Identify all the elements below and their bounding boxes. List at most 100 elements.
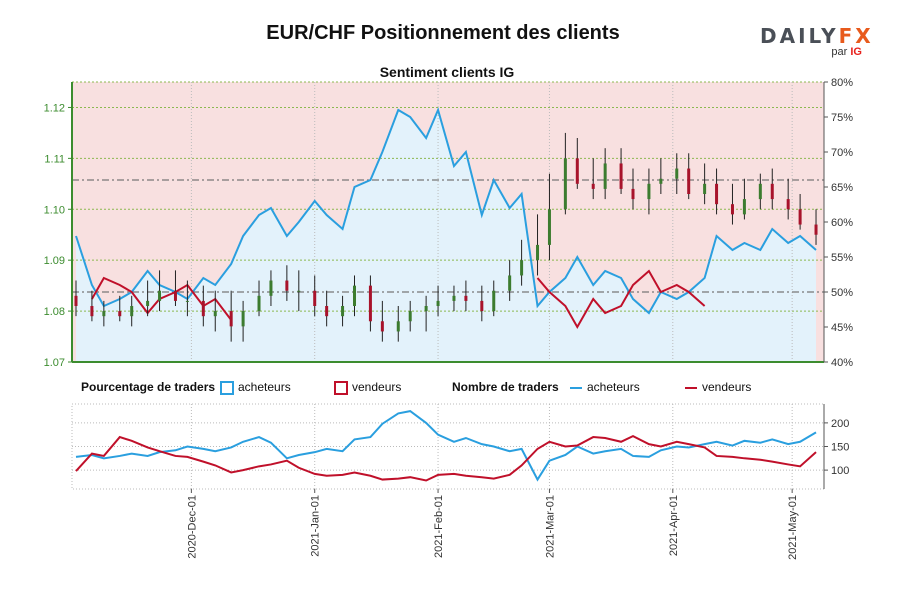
pct-tick-label: 45% (831, 322, 853, 334)
pct-tick-label: 55% (831, 252, 853, 264)
pct-tick-label: 80% (831, 77, 853, 89)
candle-body (229, 311, 233, 327)
candle-body (368, 285, 372, 322)
candle-body (520, 260, 524, 276)
candle-body (603, 163, 607, 189)
candle-body (536, 244, 540, 261)
candle-body (353, 285, 357, 306)
candle-body (213, 311, 217, 317)
price-tick-label: 1.12 (44, 102, 65, 114)
legend-pct-buyers-label: acheteurs (238, 380, 291, 394)
logo-brand: DAILYFX (760, 24, 874, 48)
count-tick-label: 200 (831, 418, 849, 430)
price-tick-label: 1.10 (44, 204, 65, 216)
candle-body (758, 183, 762, 200)
chart-subtitle: Sentiment clients IG (379, 64, 515, 80)
price-tick-label: 1.07 (44, 357, 65, 369)
candle-body (742, 199, 746, 215)
candle-body (715, 183, 719, 205)
candle-body (285, 280, 289, 291)
candle-body (687, 168, 691, 194)
candle-body (380, 321, 384, 332)
candle-body (241, 311, 245, 327)
candle-body (452, 295, 456, 301)
count-tick-label: 100 (831, 465, 849, 477)
x-tick-label: 2020-Dec-01 (186, 495, 198, 559)
legend-count-buyers-swatch (570, 387, 582, 389)
candle-body (675, 168, 679, 179)
candle-body (547, 209, 551, 245)
price-tick-label: 1.09 (44, 255, 65, 267)
pct-tick-label: 60% (831, 217, 853, 229)
candle-body (269, 280, 273, 296)
candle-body (436, 300, 440, 306)
count-tick-label: 150 (831, 442, 849, 454)
candle-body (647, 183, 651, 200)
candle-body (313, 290, 317, 306)
buyers-count-line (75, 410, 817, 482)
candle-body (575, 158, 579, 184)
candle-body (74, 295, 78, 306)
candle-body (173, 290, 177, 301)
chart-title: EUR/CHF Positionnement des clients (266, 22, 620, 44)
x-tick-label: 2021-Feb-01 (433, 495, 445, 558)
candle-body (90, 306, 94, 317)
legend-pct-buyers-swatch (220, 381, 234, 395)
pct-tick-label: 50% (831, 287, 853, 299)
legend-count-sellers-swatch (685, 387, 697, 389)
legend-pct-sellers-swatch (334, 381, 348, 395)
candle-body (185, 300, 189, 302)
candle-body (146, 300, 150, 306)
candle-body (257, 295, 261, 312)
candle-body (619, 163, 623, 189)
sellers-count-line (75, 434, 817, 482)
candle-body (563, 158, 567, 210)
buyers-percentage-line (75, 107, 817, 315)
legend-pct-sellers-label: vendeurs (352, 380, 402, 394)
pct-tick-label: 40% (831, 357, 853, 369)
candle-body (424, 306, 428, 312)
candle-body (798, 209, 802, 225)
x-tick-label: 2021-Apr-01 (668, 495, 680, 556)
candle-body (814, 224, 818, 235)
candle-body (158, 290, 162, 301)
candle-body (508, 275, 512, 291)
pct-tick-label: 70% (831, 147, 853, 159)
candle-body (118, 311, 122, 317)
buyers-area (76, 110, 817, 362)
x-tick-label: 2021-May-01 (787, 495, 799, 560)
pct-tick-label: 65% (831, 182, 853, 194)
candle-body (591, 183, 595, 189)
candle-body (325, 306, 329, 317)
x-tick-label: 2021-Mar-01 (544, 495, 556, 558)
x-tick-label: 2021-Jan-01 (310, 495, 322, 557)
logo-byline: par IG (831, 46, 862, 58)
legend-count-sellers-label: vendeurs (702, 380, 752, 394)
candle-body (659, 178, 663, 184)
count-panel-frame (71, 403, 825, 490)
legend-pct-title: Pourcentage de traders (81, 380, 216, 394)
pct-tick-label: 75% (831, 112, 853, 124)
candle-body (297, 290, 301, 292)
candle-body (631, 188, 635, 200)
candle-body (703, 183, 707, 194)
candle-body (201, 300, 205, 317)
dailyfx-logo: DAILYFX par IG (760, 24, 871, 64)
candle-body (464, 295, 468, 301)
legend-count-buyers-label: acheteurs (587, 380, 640, 394)
candle-body (480, 300, 484, 312)
legend-count-title: Nombre de traders (452, 380, 559, 394)
price-tick-label: 1.11 (44, 153, 65, 165)
candle-body (492, 290, 496, 312)
candle-body (130, 306, 134, 317)
candle-body (341, 306, 345, 317)
price-tick-label: 1.08 (44, 306, 65, 318)
candle-body (102, 311, 106, 317)
candle-body (770, 183, 774, 200)
candle-body (396, 321, 400, 332)
candle-body (408, 311, 412, 322)
candle-body (786, 199, 790, 210)
candle-body (730, 204, 734, 215)
